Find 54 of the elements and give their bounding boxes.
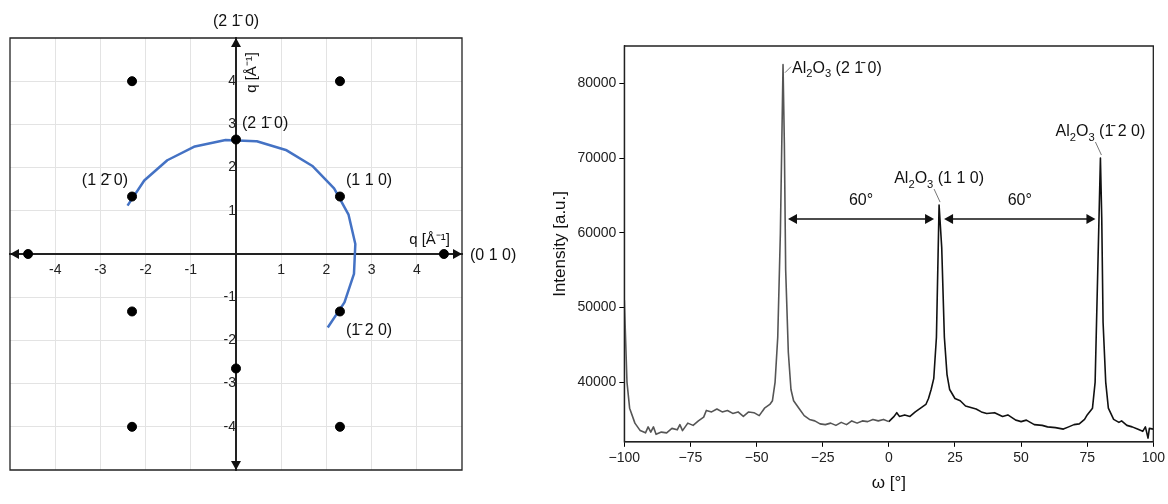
x-axis-title: ω [°] <box>871 473 906 493</box>
x-tick-label: 50 <box>1013 449 1030 466</box>
point <box>127 306 138 317</box>
y-tick-label: -3 <box>223 374 237 391</box>
x-axis-title: q [Å⁻¹] <box>409 230 451 247</box>
y-tick-label: -2 <box>223 331 237 348</box>
x-tick-label: -3 <box>94 261 107 278</box>
y-tick-label: 1 <box>228 201 237 218</box>
point <box>334 191 345 202</box>
x-tick-label: 2 <box>322 261 331 278</box>
y-tick-label: -1 <box>223 288 237 305</box>
annotation: 60° <box>848 191 874 209</box>
x-tick-label: 0 <box>884 449 893 466</box>
annotation: (1̄ 2 0) <box>345 321 393 339</box>
x-tick-label: 4 <box>412 261 421 278</box>
y-tick-label: 70000 <box>577 148 617 165</box>
x-tick-label: 1 <box>277 261 286 278</box>
y-axis-title: Intensity [a.u.] <box>549 190 569 297</box>
x-tick-label: −25 <box>810 449 835 466</box>
y-tick-label: -4 <box>223 417 237 434</box>
y-axis-title: q [Å⁻¹] <box>242 51 259 93</box>
y-tick-label: 50000 <box>577 298 617 315</box>
point <box>23 249 34 259</box>
text: (0 1 0) <box>470 246 517 263</box>
annotation: (1 1 0) <box>345 170 393 188</box>
annotation: 60° <box>1007 191 1032 209</box>
x-tick-label: −50 <box>744 449 769 466</box>
y-tick-label: 60000 <box>577 223 617 240</box>
point <box>231 134 241 145</box>
x-tick-label: 100 <box>1141 449 1166 466</box>
x-tick-label: 75 <box>1079 449 1096 466</box>
x-tick-label: −75 <box>678 449 703 466</box>
x-tick-label: −100 <box>608 449 641 466</box>
y-tick-label: 3 <box>228 115 237 132</box>
point <box>334 306 345 317</box>
x-tick-label: 3 <box>367 261 376 278</box>
y-tick-label: 80000 <box>577 74 617 91</box>
point <box>438 249 449 259</box>
x-tick-label: -1 <box>184 261 198 278</box>
point <box>334 421 345 432</box>
annotation: (2 1̄ 0) <box>242 113 289 131</box>
y-tick-label: 40000 <box>577 372 617 389</box>
annotation: (1 2̄ 0) <box>81 170 129 188</box>
point <box>127 76 138 87</box>
point <box>127 191 138 202</box>
x-tick-label: -2 <box>139 261 153 278</box>
x-tick-label: -4 <box>48 261 62 278</box>
y-tick-label: 2 <box>228 158 237 175</box>
point <box>231 363 241 374</box>
point <box>127 421 138 432</box>
text: (2 1̄ 0) <box>212 12 260 29</box>
x-tick-label: 25 <box>947 449 963 466</box>
point <box>334 76 345 87</box>
y-tick-label: 4 <box>228 72 237 89</box>
